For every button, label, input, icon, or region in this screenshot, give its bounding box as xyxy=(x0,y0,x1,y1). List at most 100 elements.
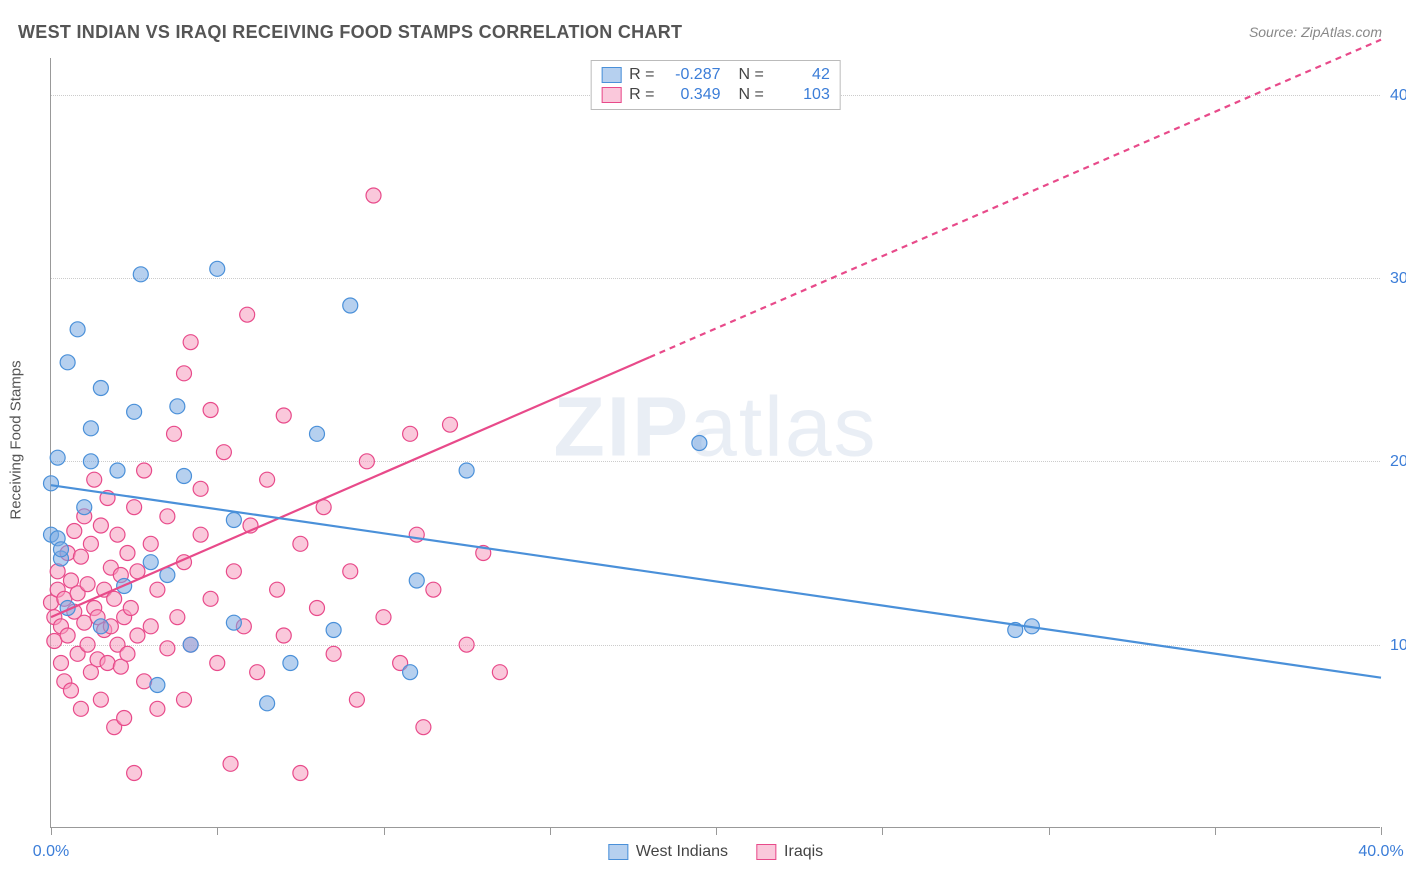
data-point xyxy=(117,711,132,726)
r-value: -0.287 xyxy=(663,66,721,84)
data-point xyxy=(276,408,291,423)
data-point xyxy=(177,469,192,484)
data-point xyxy=(403,665,418,680)
data-point xyxy=(120,646,135,661)
data-point xyxy=(127,766,142,781)
data-point xyxy=(160,641,175,656)
plot-area: ZIPatlas 10.0%20.0%30.0%40.0% 0.0%40.0% … xyxy=(50,58,1380,828)
data-point xyxy=(343,298,358,313)
legend-swatch xyxy=(601,87,621,103)
data-point xyxy=(83,421,98,436)
data-point xyxy=(130,628,145,643)
r-value: 0.349 xyxy=(663,86,721,104)
legend-swatch xyxy=(601,67,621,83)
stats-row: R =0.349N =103 xyxy=(601,85,830,105)
data-point xyxy=(376,610,391,625)
data-point xyxy=(250,665,265,680)
x-tick xyxy=(1381,827,1382,835)
data-point xyxy=(326,646,341,661)
data-point xyxy=(93,619,108,634)
data-point xyxy=(127,500,142,515)
trend-line xyxy=(51,485,1381,678)
data-point xyxy=(150,678,165,693)
data-point xyxy=(326,623,341,638)
data-point xyxy=(366,188,381,203)
legend-item: Iraqis xyxy=(756,843,823,861)
data-point xyxy=(83,454,98,469)
data-point xyxy=(183,335,198,350)
data-point xyxy=(170,399,185,414)
stats-legend: R =-0.287N =42R =0.349N =103 xyxy=(590,60,841,110)
data-point xyxy=(426,582,441,597)
data-point xyxy=(193,481,208,496)
scatter-svg xyxy=(51,58,1380,827)
data-point xyxy=(293,536,308,551)
data-point xyxy=(226,564,241,579)
x-tick-label: 40.0% xyxy=(1358,843,1403,861)
data-point xyxy=(150,701,165,716)
data-point xyxy=(120,546,135,561)
data-point xyxy=(177,366,192,381)
data-point xyxy=(44,476,59,491)
data-point xyxy=(137,674,152,689)
data-point xyxy=(226,513,241,528)
x-tick xyxy=(217,827,218,835)
r-label: R = xyxy=(629,66,654,84)
data-point xyxy=(60,355,75,370)
data-point xyxy=(203,591,218,606)
source-attribution: Source: ZipAtlas.com xyxy=(1249,24,1382,40)
chart-container: WEST INDIAN VS IRAQI RECEIVING FOOD STAM… xyxy=(0,0,1406,892)
y-tick-label: 10.0% xyxy=(1382,637,1406,655)
chart-title: WEST INDIAN VS IRAQI RECEIVING FOOD STAM… xyxy=(18,22,682,43)
data-point xyxy=(226,615,241,630)
legend-label: West Indians xyxy=(636,843,728,861)
data-point xyxy=(293,766,308,781)
data-point xyxy=(67,524,82,539)
data-point xyxy=(143,619,158,634)
bottom-legend: West Indians Iraqis xyxy=(608,843,823,861)
data-point xyxy=(137,463,152,478)
data-point xyxy=(93,692,108,707)
stats-row: R =-0.287N =42 xyxy=(601,65,830,85)
data-point xyxy=(77,500,92,515)
y-tick-label: 40.0% xyxy=(1382,87,1406,105)
r-label: R = xyxy=(629,86,654,104)
data-point xyxy=(127,404,142,419)
data-point xyxy=(80,637,95,652)
data-point xyxy=(170,610,185,625)
data-point xyxy=(203,403,218,418)
data-point xyxy=(50,450,65,465)
data-point xyxy=(260,696,275,711)
data-point xyxy=(123,601,138,616)
data-point xyxy=(80,577,95,592)
data-point xyxy=(107,591,122,606)
n-value: 103 xyxy=(772,86,830,104)
data-point xyxy=(133,267,148,282)
data-point xyxy=(73,549,88,564)
data-point xyxy=(359,454,374,469)
data-point xyxy=(53,542,68,557)
legend-item: West Indians xyxy=(608,843,728,861)
data-point xyxy=(310,426,325,441)
data-point xyxy=(416,720,431,735)
data-point xyxy=(403,426,418,441)
data-point xyxy=(73,701,88,716)
data-point xyxy=(270,582,285,597)
x-tick xyxy=(1049,827,1050,835)
data-point xyxy=(167,426,182,441)
y-tick-label: 20.0% xyxy=(1382,453,1406,471)
data-point xyxy=(110,463,125,478)
data-point xyxy=(70,322,85,337)
legend-label: Iraqis xyxy=(784,843,823,861)
data-point xyxy=(443,417,458,432)
legend-swatch xyxy=(756,844,776,860)
data-point xyxy=(210,656,225,671)
x-tick xyxy=(882,827,883,835)
x-tick xyxy=(1215,827,1216,835)
data-point xyxy=(177,692,192,707)
data-point xyxy=(193,527,208,542)
data-point xyxy=(100,656,115,671)
x-tick xyxy=(51,827,52,835)
data-point xyxy=(459,637,474,652)
data-point xyxy=(60,628,75,643)
